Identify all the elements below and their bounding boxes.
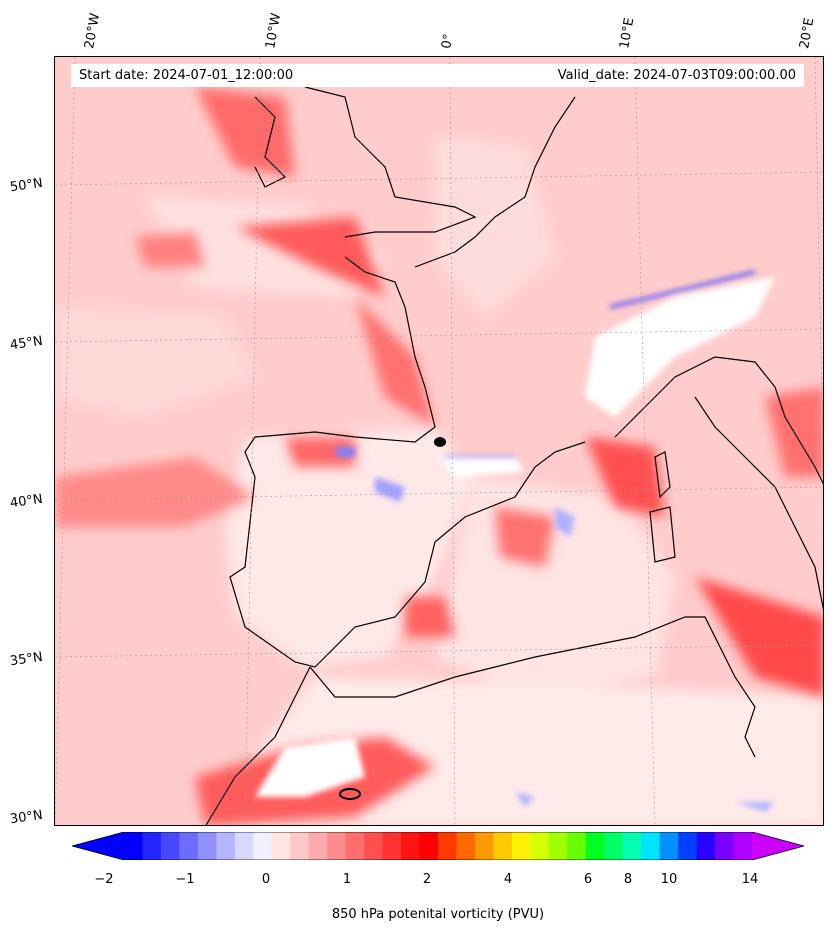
colorbar-extend-high [752,832,804,860]
start-date-text: Start date: 2024-07-01_12:00:00 [79,68,294,83]
terrain-blob [339,788,361,800]
pv-field-svg [55,57,823,825]
colorbar-segment [530,832,550,860]
colorbar-segment [493,832,513,860]
pv-map: Start date: 2024-07-01_12:00:00 Valid_da… [54,56,824,826]
colorbar-segment [511,832,531,860]
colorbar-segment [142,832,162,860]
colorbar-segment [271,832,291,860]
colorbar-segment [438,832,457,860]
cb-tick-m2: −2 [94,872,114,887]
colorbar-segment [696,832,716,860]
lat-label-40n: 40°N [9,491,44,512]
colorbar-segment [622,832,642,860]
cb-tick-0: 0 [261,872,271,887]
colorbar-segment [678,832,698,860]
cb-tick-m1: −1 [175,872,195,887]
colorbar-extend-low [72,832,124,860]
lon-label-20e: 20°E [797,16,818,51]
colorbar-segment [327,832,347,860]
lon-label-0: 0° [439,32,457,50]
colorbar-segment [345,832,365,860]
lon-label-20w: 20°W [82,12,104,51]
colorbar-segment [567,832,587,860]
cb-tick-10b: 10 [660,872,678,887]
colorbar-segment [382,832,402,860]
cb-tick-8: 8 [623,872,633,887]
lat-label-35n: 35°N [9,649,44,670]
colorbar-segment [733,832,753,860]
cb-tick-6: 6 [583,872,593,887]
colorbar-segment [548,832,568,860]
colorbar-segment [124,832,143,860]
colorbar-segment [419,832,439,860]
colorbar-segment [179,832,199,860]
colorbar-segment [160,832,180,860]
colorbar-segment [253,832,273,860]
colorbar-segment [290,832,310,860]
lon-label-10e: 10°E [617,16,638,51]
colorbar-segment [659,832,679,860]
coastlines [205,86,823,825]
date-banner: Start date: 2024-07-01_12:00:00 Valid_da… [71,64,804,87]
cb-tick-14: 14 [741,872,759,887]
colorbar-segment [401,832,421,860]
lon-label-10w: 10°W [263,12,285,51]
colorbar-segment [474,832,494,860]
cb-tick-2: 2 [422,872,432,887]
colorbar-title: 850 hPa potenital vorticity (PVU) [331,907,545,922]
terrain-blob [434,437,446,447]
colorbar-segment [197,832,217,860]
graticule [55,57,823,825]
lat-label-45n: 45°N [9,333,44,354]
colorbar-segment [585,832,605,860]
colorbar-segment [364,832,384,860]
colorbar [72,832,804,860]
colorbar-segment [604,832,624,860]
cb-tick-4: 4 [503,872,513,887]
colorbar-segment [234,832,254,860]
pv-blue-patches [255,270,775,812]
colorbar-segment [641,832,661,860]
lat-label-30n: 30°N [9,807,44,828]
lat-label-50n: 50°N [9,175,44,196]
colorbar-segment [216,832,236,860]
cb-tick-1: 1 [342,872,352,887]
colorbar-segment [308,832,328,860]
colorbar-segment [715,832,735,860]
valid-date-text: Valid_date: 2024-07-03T09:00:00.00 [557,68,796,83]
colorbar-segment [456,832,476,860]
